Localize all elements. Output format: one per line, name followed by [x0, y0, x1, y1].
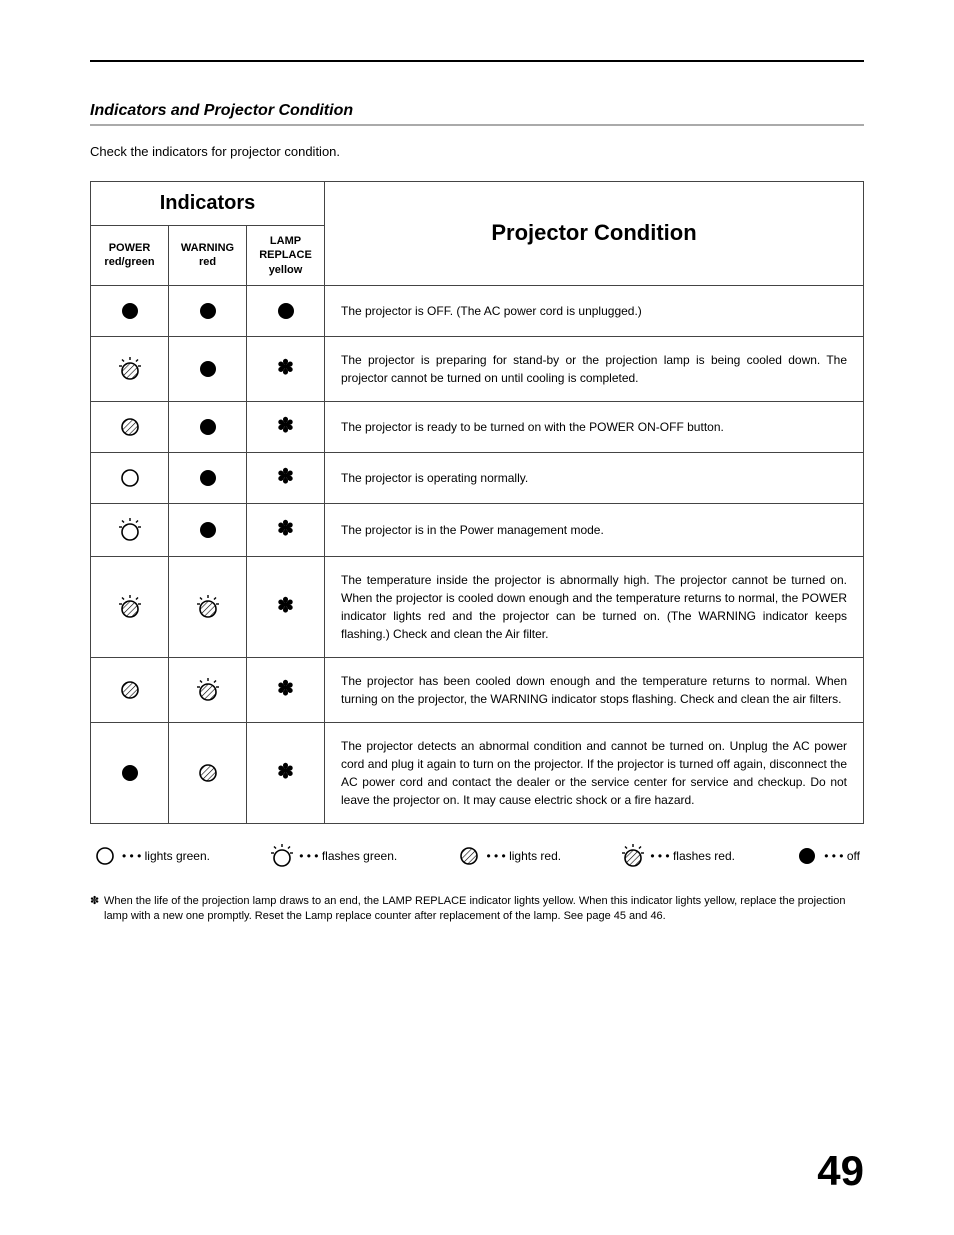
warning-indicator-icon: [169, 657, 247, 722]
legend-red: lights red.: [458, 845, 561, 867]
page-number: 49: [817, 1147, 864, 1195]
condition-description: The projector is operating normally.: [325, 452, 864, 503]
power-indicator-icon: [91, 336, 169, 401]
lamp-indicator-icon: ✽: [247, 452, 325, 503]
section-title: Indicators and Projector Condition: [90, 102, 864, 120]
condition-description: The projector detects an abnormal condit…: [325, 722, 864, 823]
power-indicator-icon: [91, 401, 169, 452]
col-power: POWER red/green: [91, 226, 169, 286]
condition-description: The temperature inside the projector is …: [325, 556, 864, 657]
table-row: ✽The projector has been cooled down enou…: [91, 657, 864, 722]
flash-green-icon: [271, 844, 293, 868]
warning-indicator-icon: [169, 401, 247, 452]
asterisk-icon: ✽: [90, 894, 104, 925]
lamp-indicator-icon: [247, 285, 325, 336]
lamp-indicator-icon: ✽: [247, 336, 325, 401]
legend-flash-red: flashes red.: [622, 844, 735, 868]
condition-description: The projector is in the Power management…: [325, 503, 864, 556]
col-warning: WARNING red: [169, 226, 247, 286]
table-row: ✽The projector is in the Power managemen…: [91, 503, 864, 556]
lamp-indicator-icon: ✽: [247, 401, 325, 452]
table-row: The projector is OFF. (The AC power cord…: [91, 285, 864, 336]
lamp-indicator-icon: ✽: [247, 556, 325, 657]
warning-indicator-icon: [169, 556, 247, 657]
table-row: ✽The projector is preparing for stand-by…: [91, 336, 864, 401]
legend-flash-green: flashes green.: [271, 844, 397, 868]
power-indicator-icon: [91, 503, 169, 556]
warning-indicator-icon: [169, 503, 247, 556]
off-icon: [796, 845, 818, 867]
warning-indicator-icon: [169, 722, 247, 823]
lamp-indicator-icon: ✽: [247, 503, 325, 556]
top-rule: [90, 60, 864, 62]
power-indicator-icon: [91, 452, 169, 503]
condition-description: The projector is OFF. (The AC power cord…: [325, 285, 864, 336]
condition-description: The projector is ready to be turned on w…: [325, 401, 864, 452]
footnote: ✽ When the life of the projection lamp d…: [90, 894, 864, 925]
power-indicator-icon: [91, 657, 169, 722]
lamp-indicator-icon: ✽: [247, 722, 325, 823]
table-row: ✽The projector is ready to be turned on …: [91, 401, 864, 452]
table-row: ✽The temperature inside the projector is…: [91, 556, 864, 657]
power-indicator-icon: [91, 285, 169, 336]
power-indicator-icon: [91, 556, 169, 657]
flash-red-icon: [622, 844, 644, 868]
legend: lights green. flashes green. lights red.…: [90, 844, 864, 868]
green-icon: [94, 845, 116, 867]
table-row: ✽The projector is operating normally.: [91, 452, 864, 503]
red-icon: [458, 845, 480, 867]
power-indicator-icon: [91, 722, 169, 823]
condition-description: The projector is preparing for stand-by …: [325, 336, 864, 401]
warning-indicator-icon: [169, 285, 247, 336]
footnote-text: When the life of the projection lamp dra…: [104, 894, 864, 925]
title-underline: [90, 124, 864, 126]
warning-indicator-icon: [169, 336, 247, 401]
condition-description: The projector has been cooled down enoug…: [325, 657, 864, 722]
lamp-indicator-icon: ✽: [247, 657, 325, 722]
warning-indicator-icon: [169, 452, 247, 503]
indicators-header: Indicators: [91, 182, 325, 226]
table-row: ✽The projector detects an abnormal condi…: [91, 722, 864, 823]
col-lamp: LAMP REPLACE yellow: [247, 226, 325, 286]
indicator-table: Indicators Projector Condition POWER red…: [90, 181, 864, 824]
legend-green: lights green.: [94, 845, 210, 867]
condition-header: Projector Condition: [325, 182, 864, 286]
intro-text: Check the indicators for projector condi…: [90, 144, 864, 159]
legend-off: off: [796, 845, 860, 867]
